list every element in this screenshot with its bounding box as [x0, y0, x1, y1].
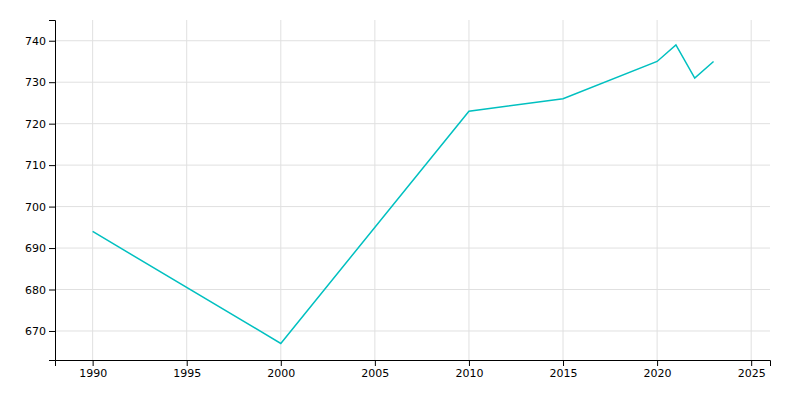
grid-line — [563, 20, 564, 360]
grid-line — [468, 20, 469, 360]
tick: 2015 — [550, 360, 578, 380]
grid-line — [55, 248, 770, 249]
grid — [55, 20, 770, 360]
y-axis: 670 680 690 700 710 720 730 740 — [25, 21, 56, 361]
grid-line — [55, 123, 770, 124]
tick-mark — [49, 248, 55, 249]
tick-mark — [375, 360, 376, 366]
tick-mark — [469, 360, 470, 366]
grid-line — [374, 20, 375, 360]
tick: 720 — [25, 118, 55, 131]
tick-mark — [49, 124, 55, 125]
tick-mark — [657, 360, 658, 366]
tick: 2005 — [361, 360, 389, 380]
tick-label: 2010 — [455, 367, 483, 380]
tick-label: 700 — [25, 201, 46, 214]
tick-mark — [187, 360, 188, 366]
x-axis: 1990 1995 2000 2005 2010 2015 2020 2025 — [56, 360, 771, 380]
tick: 2025 — [738, 360, 766, 380]
grid-line — [55, 206, 770, 207]
grid-line — [657, 20, 658, 360]
tick-label: 740 — [25, 35, 46, 48]
tick-mark — [49, 207, 55, 208]
tick-label: 730 — [25, 76, 46, 89]
tick: 740 — [25, 35, 55, 48]
tick-label: 2020 — [644, 367, 672, 380]
tick-mark — [49, 82, 55, 83]
tick-label: 710 — [25, 159, 46, 172]
tick-mark — [49, 165, 55, 166]
grid-line — [55, 165, 770, 166]
tick-label: 2015 — [550, 367, 578, 380]
tick-label: 1990 — [79, 367, 107, 380]
grid-line — [55, 330, 770, 331]
tick-label: 670 — [25, 325, 46, 338]
tick-mark — [751, 360, 752, 366]
tick: 2010 — [455, 360, 483, 380]
tick: 1995 — [173, 360, 201, 380]
tick-label: 2000 — [267, 367, 295, 380]
marks — [93, 45, 714, 344]
tick-mark — [49, 290, 55, 291]
tick: 700 — [25, 201, 55, 214]
tick-mark — [49, 331, 55, 332]
tick-mark — [49, 41, 55, 42]
tick: 670 — [25, 325, 55, 338]
y-axis-line — [49, 21, 56, 361]
chart: 1990 1995 2000 2005 2010 2015 2020 2025 670 680 69… — [0, 0, 800, 400]
tick: 2000 — [267, 360, 295, 380]
tick: 680 — [25, 284, 55, 297]
grid-line — [55, 82, 770, 83]
grid-line — [55, 40, 770, 41]
tick-label: 680 — [25, 284, 46, 297]
grid-line — [55, 289, 770, 290]
tick-label: 2005 — [361, 367, 389, 380]
tick: 690 — [25, 242, 55, 255]
tick: 730 — [25, 76, 55, 89]
tick: 710 — [25, 159, 55, 172]
grid-line — [751, 20, 752, 360]
tick: 1990 — [79, 360, 107, 380]
x-axis-line — [56, 361, 771, 367]
tick-mark — [93, 360, 94, 366]
grid-line — [92, 20, 93, 360]
tick: 2020 — [644, 360, 672, 380]
tick-mark — [563, 360, 564, 366]
plot: 1990 1995 2000 2005 2010 2015 2020 2025 670 680 69… — [25, 20, 771, 380]
tick-label: 1995 — [173, 367, 201, 380]
grid-line — [186, 20, 187, 360]
grid-line — [280, 20, 281, 360]
tick-mark — [281, 360, 282, 366]
tick-label: 720 — [25, 118, 46, 131]
tick-label: 2025 — [738, 367, 766, 380]
line — [93, 45, 714, 344]
tick-label: 690 — [25, 242, 46, 255]
